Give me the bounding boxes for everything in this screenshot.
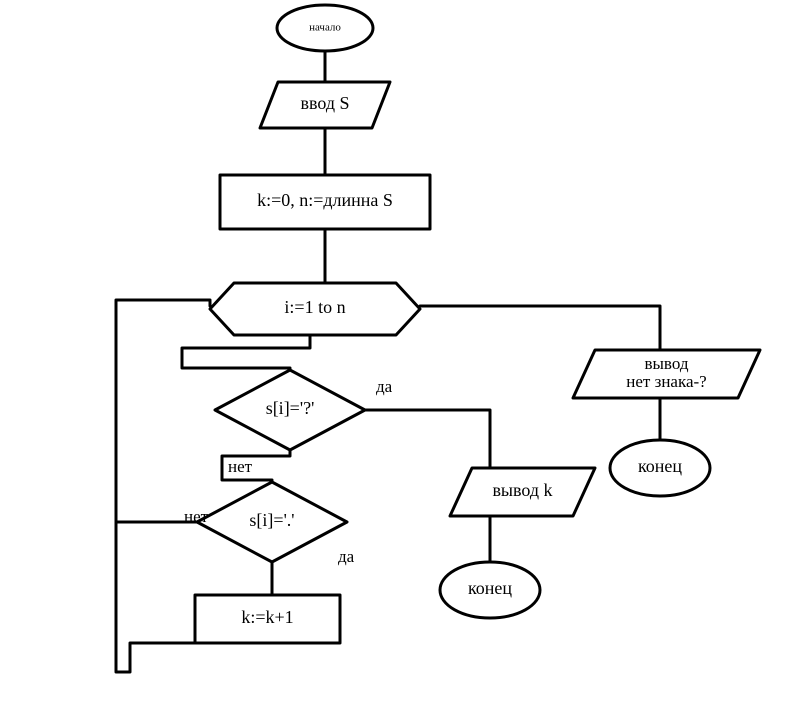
edges-group xyxy=(116,51,660,672)
node-input_s-label: ввод S xyxy=(300,93,349,113)
node-dec_q-label: s[i]='?' xyxy=(266,398,315,418)
node-loop-label: i:=1 to n xyxy=(284,297,345,317)
edge-4 xyxy=(365,410,490,468)
node-start-label: начало xyxy=(309,22,341,34)
flowchart-canvas: начало ввод S k:=0, n:=длинна S i:=1 to n s[… xyxy=(0,0,805,713)
node-out_k-label: вывод k xyxy=(492,480,552,500)
node-inc_k-label: k:=k+1 xyxy=(241,607,293,627)
node-out_noq: выводнет знака-? xyxy=(573,350,760,398)
edge-8 xyxy=(116,300,210,522)
edge-label-da2: да xyxy=(338,547,355,566)
node-start: начало xyxy=(277,5,373,51)
edge-label-net1: нет xyxy=(228,457,253,476)
node-end2: конец xyxy=(610,440,710,496)
node-dec_q: s[i]='?' xyxy=(215,370,365,450)
node-inc_k: k:=k+1 xyxy=(195,595,340,643)
node-out_noq-label-line-0: вывод xyxy=(644,354,688,373)
node-end2-label: конец xyxy=(638,456,682,476)
node-loop: i:=1 to n xyxy=(210,283,420,335)
node-out_noq-label-line-1: нет знака-? xyxy=(626,372,706,391)
edge-10 xyxy=(420,306,660,350)
node-end1-label: конец xyxy=(468,578,512,598)
edge-3 xyxy=(182,335,310,370)
node-init-label: k:=0, n:=длинна S xyxy=(257,190,393,210)
node-end1: конец xyxy=(440,562,540,618)
nodes-group: начало ввод S k:=0, n:=длинна S i:=1 to n s[… xyxy=(195,5,760,643)
edge-label-da1: да xyxy=(376,377,393,396)
node-dec_dot: s[i]='.' xyxy=(197,482,347,562)
node-dec_dot-label: s[i]='.' xyxy=(249,510,294,530)
node-init: k:=0, n:=длинна S xyxy=(220,175,430,229)
edge-label-net2: нет xyxy=(184,507,209,526)
node-out_k: вывод k xyxy=(450,468,595,516)
node-input_s: ввод S xyxy=(260,82,390,128)
